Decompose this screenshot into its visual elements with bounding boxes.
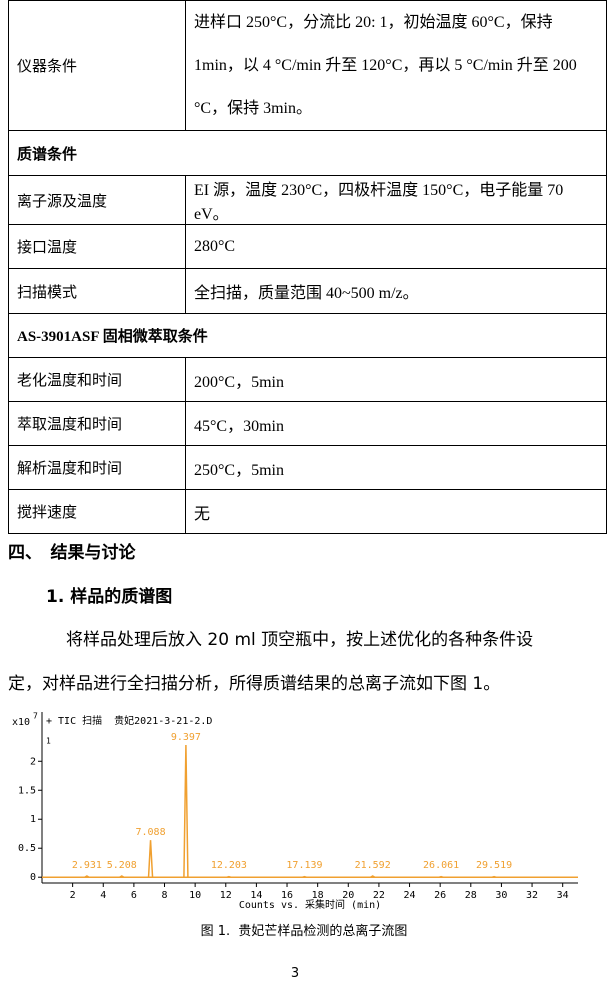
trace-index: 1 — [46, 737, 51, 746]
y-tick-label: 0 — [30, 872, 36, 883]
cell: 萃取温度和时间 — [8, 401, 186, 446]
cell: 250°C，5min — [185, 445, 607, 490]
cell: 全扫描，质量范围 40~500 m/z。 — [185, 268, 607, 314]
peak-label: 5.208 — [107, 860, 137, 871]
x-tick-label: 22 — [373, 890, 385, 901]
tic-chart: x10 7 + TIC 扫描 贵妃2021-3-21-2.D 1 Counts … — [12, 712, 578, 911]
x-tick-label: 8 — [161, 890, 167, 901]
peak-label: 29.519 — [476, 860, 512, 871]
y-label-exponent: 7 — [33, 712, 38, 721]
annotation: + TIC 扫描 贵妃2021-3-21-2.D — [46, 714, 212, 727]
cell: 搅拌速度 — [8, 489, 186, 534]
x-tick-label: 28 — [465, 890, 477, 901]
peak — [226, 875, 232, 878]
x-tick-label: 2 — [70, 890, 76, 901]
conditions-table: 仪器条件 进样口 250°C，分流比 20: 1，初始温度 60°C，保持 1mi… — [8, 0, 607, 534]
x-tick-label: 14 — [250, 890, 262, 901]
peak — [370, 875, 376, 878]
page-number: 3 — [290, 966, 300, 981]
peak-label: 12.203 — [211, 860, 247, 871]
y-tick-label: 0.5 — [18, 843, 36, 854]
x-tick-label: 6 — [131, 890, 137, 901]
figure-caption: 图 1. 贵妃芒样品检测的总离子流图 — [200, 924, 408, 939]
paragraph-line: 定，对样品进行全扫描分析，所得质谱结果的总离子流如下图 1。 — [8, 674, 501, 694]
x-tick-label: 12 — [220, 890, 232, 901]
x-tick-label: 26 — [434, 890, 446, 901]
cell: 仪器条件 — [8, 0, 186, 131]
peak — [183, 745, 189, 878]
cell: 扫描模式 — [8, 268, 186, 314]
peak-label: 7.088 — [135, 827, 165, 838]
cell: 接口温度 — [8, 224, 186, 269]
subsection-title: 1. 样品的质谱图 — [46, 587, 173, 607]
cell: 解析温度和时间 — [8, 445, 186, 490]
x-tick-label: 24 — [404, 890, 416, 901]
peak — [491, 875, 497, 878]
y-tick-label: 1.5 — [18, 785, 36, 796]
cell: 老化温度和时间 — [8, 357, 186, 402]
x-tick-label: 4 — [100, 890, 106, 901]
x-tick-label: 30 — [495, 890, 507, 901]
y-label: x10 — [12, 717, 30, 728]
cell: 离子源及温度 — [8, 175, 186, 225]
peak-label: 9.397 — [171, 732, 201, 743]
peak — [119, 875, 125, 878]
section-row: 质谱条件 — [8, 130, 607, 176]
x-tick-label: 10 — [189, 890, 201, 901]
peak-label: 2.931 — [72, 860, 102, 871]
x-tick-label: 34 — [557, 890, 569, 901]
cell: 280°C — [185, 224, 607, 269]
x-tick-label: 32 — [526, 890, 538, 901]
x-label: Counts vs. 采集时间 (min) — [239, 898, 381, 911]
cell: 进样口 250°C，分流比 20: 1，初始温度 60°C，保持 1min，以 … — [185, 0, 607, 131]
cell: EI 源，温度 230°C，四极杆温度 150°C，电子能量 70 eV。 — [185, 175, 607, 225]
cell: 45°C，30min — [185, 401, 607, 446]
x-tick-label: 16 — [281, 890, 293, 901]
peak-label: 17.139 — [286, 860, 322, 871]
x-tick-label: 18 — [312, 890, 324, 901]
peak-label: 26.061 — [423, 860, 459, 871]
paragraph-line: 将样品处理后放入 20 ml 顶空瓶中，按上述优化的各种条件设 — [66, 630, 534, 650]
section-title: 四、 结果与讨论 — [8, 543, 136, 563]
x-tick-label: 20 — [342, 890, 354, 901]
section-row: AS-3901ASF 固相微萃取条件 — [8, 313, 607, 358]
peak-label: 21.592 — [355, 860, 391, 871]
peak — [302, 875, 307, 878]
peak — [147, 840, 154, 878]
peak — [438, 875, 444, 878]
cell: 无 — [185, 489, 607, 534]
peak — [84, 875, 90, 878]
cell: 200°C，5min — [185, 357, 607, 402]
y-tick-label: 2 — [30, 756, 36, 767]
y-tick-label: 1 — [30, 814, 36, 825]
